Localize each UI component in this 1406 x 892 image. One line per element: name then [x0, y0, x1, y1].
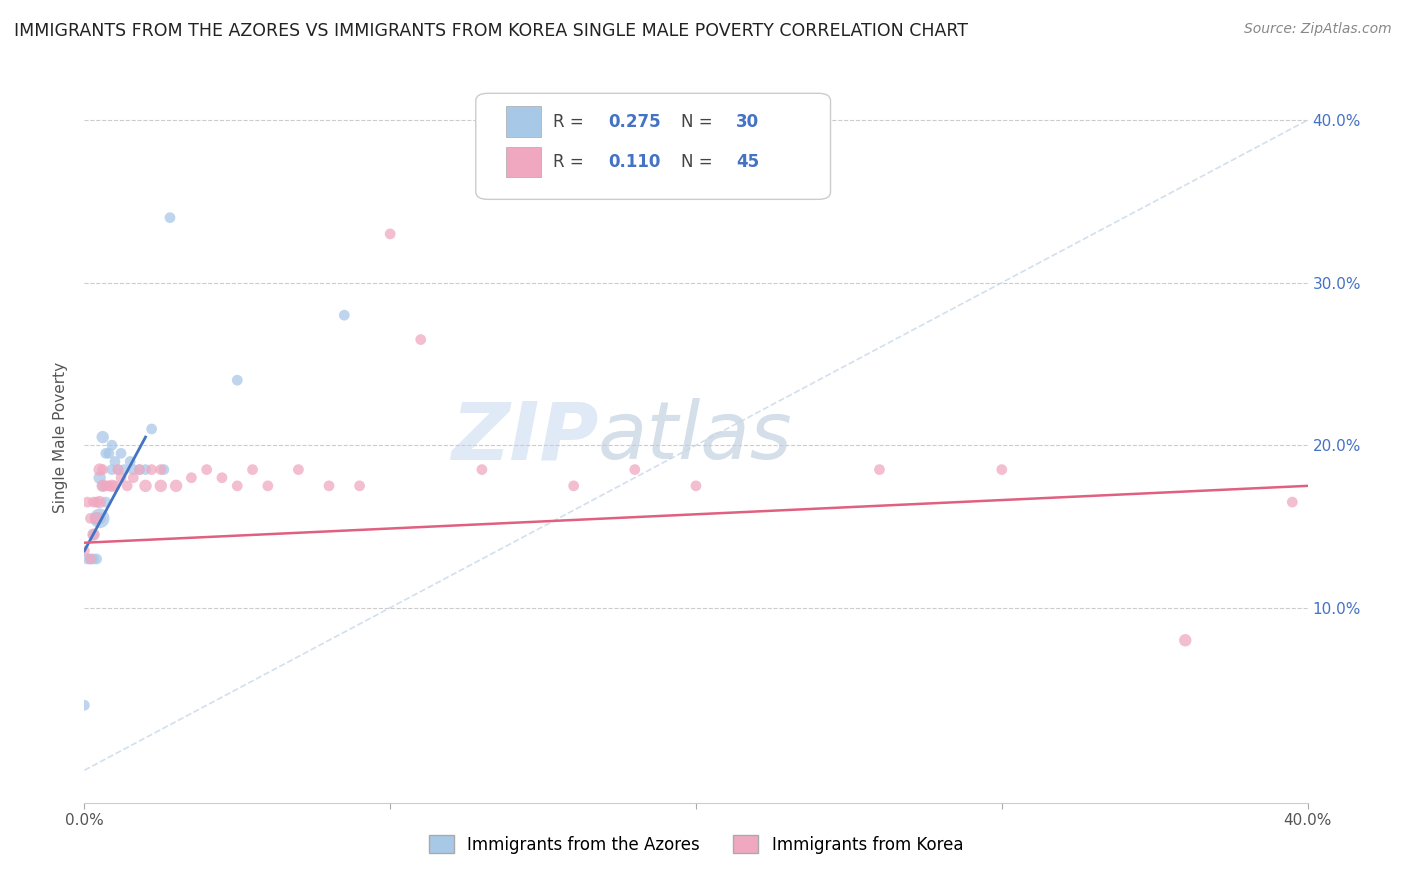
Point [122, 462, 145, 476]
Point [104, 479, 127, 493]
Point [97, 446, 120, 460]
Point [869, 462, 891, 476]
Point [135, 479, 157, 493]
Point [471, 462, 494, 476]
Point [180, 471, 202, 485]
Text: N =: N = [682, 112, 718, 131]
Point [89, 471, 111, 485]
Text: R =: R = [553, 153, 589, 171]
Point [86, 511, 108, 525]
Point [86, 495, 108, 509]
Point [97, 479, 120, 493]
Point [318, 479, 340, 493]
Point [104, 454, 127, 468]
Point [83, 552, 105, 566]
Point [91, 479, 114, 493]
Point [141, 462, 163, 476]
Point [101, 462, 124, 476]
Point [94, 446, 117, 460]
Point [73, 698, 96, 713]
Point [101, 479, 124, 493]
Point [135, 462, 157, 476]
Point [153, 462, 176, 476]
Point [122, 471, 145, 485]
Point [89, 511, 111, 525]
Text: IMMIGRANTS FROM THE AZORES VS IMMIGRANTS FROM KOREA SINGLE MALE POVERTY CORRELAT: IMMIGRANTS FROM THE AZORES VS IMMIGRANTS… [14, 22, 969, 40]
Text: N =: N = [682, 153, 718, 171]
Point [1174, 633, 1197, 648]
Point [79, 511, 101, 525]
Point [89, 495, 111, 509]
Point [112, 462, 135, 476]
Point [624, 462, 647, 476]
Point [86, 552, 108, 566]
Point [333, 308, 356, 322]
Point [115, 479, 138, 493]
Point [685, 479, 707, 493]
Point [226, 479, 249, 493]
Point [128, 462, 150, 476]
Point [101, 438, 124, 452]
Text: atlas: atlas [598, 398, 793, 476]
Point [83, 527, 105, 541]
Point [79, 552, 101, 566]
Point [120, 454, 142, 468]
Point [211, 471, 233, 485]
Point [94, 479, 117, 493]
Point [110, 471, 132, 485]
Text: ZIP: ZIP [451, 398, 598, 476]
Point [76, 495, 98, 509]
Point [349, 479, 371, 493]
Point [89, 511, 111, 525]
Point [94, 495, 117, 509]
Point [83, 527, 105, 541]
Point [226, 373, 249, 387]
Point [79, 552, 101, 566]
Point [287, 462, 309, 476]
Point [562, 479, 585, 493]
Point [128, 462, 150, 476]
Text: R =: R = [553, 112, 589, 131]
Point [195, 462, 218, 476]
Text: Source: ZipAtlas.com: Source: ZipAtlas.com [1244, 22, 1392, 37]
Point [242, 462, 264, 476]
Text: 45: 45 [737, 153, 759, 171]
Point [991, 462, 1014, 476]
Point [91, 430, 114, 444]
Point [91, 462, 114, 476]
Point [159, 211, 181, 225]
Point [165, 479, 187, 493]
Point [83, 495, 105, 509]
Point [76, 552, 98, 566]
Point [86, 511, 108, 525]
Point [91, 479, 114, 493]
FancyBboxPatch shape [506, 106, 541, 137]
Legend: Immigrants from the Azores, Immigrants from Korea: Immigrants from the Azores, Immigrants f… [422, 829, 970, 860]
Point [409, 333, 432, 347]
Point [149, 479, 172, 493]
Y-axis label: Single Male Poverty: Single Male Poverty [53, 361, 69, 513]
FancyBboxPatch shape [475, 94, 831, 200]
Point [89, 462, 111, 476]
Point [73, 544, 96, 558]
Point [107, 462, 129, 476]
Point [257, 479, 280, 493]
Text: 0.110: 0.110 [607, 153, 661, 171]
FancyBboxPatch shape [506, 146, 541, 178]
Point [380, 227, 402, 241]
Point [1281, 495, 1303, 509]
Point [110, 446, 132, 460]
Text: 0.275: 0.275 [607, 112, 661, 131]
Text: 30: 30 [737, 112, 759, 131]
Point [141, 422, 163, 436]
Point [149, 462, 172, 476]
Point [107, 462, 129, 476]
